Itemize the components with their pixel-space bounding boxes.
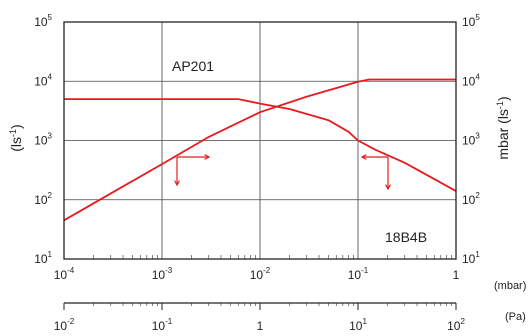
x-tick-label: 1 bbox=[453, 268, 460, 282]
right-y-axis-label: mbar (ls-1) bbox=[495, 96, 511, 159]
x-tick-label: 10-3 bbox=[152, 266, 173, 282]
arrow-left-icon bbox=[360, 154, 388, 160]
arrow-down-icon-head bbox=[174, 180, 180, 187]
y-tick-label-right: 104 bbox=[462, 72, 480, 88]
series-layer bbox=[63, 78, 457, 222]
x-unit-label: (mbar) bbox=[494, 280, 526, 292]
left-y-axis-label: (ls-1) bbox=[8, 124, 24, 151]
x-tick-label: 10-1 bbox=[348, 266, 369, 282]
annotation-ap201: AP201 bbox=[172, 58, 214, 74]
grid bbox=[64, 22, 456, 259]
y-tick-label-left: 102 bbox=[34, 191, 52, 207]
secondary-x-tick-label: 1 bbox=[257, 319, 264, 333]
y-tick-label-left: 104 bbox=[34, 72, 52, 88]
y-tick-label-left: 105 bbox=[34, 13, 52, 29]
y-tick-label-right: 102 bbox=[462, 191, 480, 207]
secondary-x-tick-labels: 10-2 10-1 1 101 102 bbox=[54, 317, 466, 333]
secondary-x-tick-label: 102 bbox=[447, 317, 465, 333]
x-tick-labels: 10-4 10-3 10-2 10-1 1 bbox=[54, 266, 460, 282]
y-tick-label-right: 101 bbox=[462, 250, 480, 266]
y-tick-label-left: 103 bbox=[34, 132, 52, 148]
series-line-0 bbox=[64, 98, 457, 192]
secondary-x-tick-label: 101 bbox=[349, 317, 367, 333]
arrow-down-icon bbox=[385, 157, 391, 191]
x-tick-label: 10-2 bbox=[250, 266, 271, 282]
series-line-1 bbox=[63, 78, 456, 222]
secondary-x-unit-label: (Pa) bbox=[505, 311, 526, 323]
y-tick-label-right: 103 bbox=[462, 132, 480, 148]
y-tick-labels-left: 101 102 103 104 105 bbox=[34, 13, 52, 266]
direction-arrows bbox=[174, 154, 391, 191]
secondary-x-tick-label: 10-2 bbox=[54, 317, 75, 333]
y-tick-labels-right: 101 102 103 104 105 bbox=[462, 13, 480, 266]
secondary-x-tick-label: 10-1 bbox=[152, 317, 173, 333]
minor-ticks bbox=[63, 255, 457, 310]
arrow-right-icon-head bbox=[204, 154, 211, 160]
plot-frame bbox=[63, 21, 457, 260]
arrow-right-icon bbox=[177, 154, 211, 160]
y-tick-label-right: 105 bbox=[462, 13, 480, 29]
y-tick-label-left: 101 bbox=[34, 250, 52, 266]
arrow-left-icon-head bbox=[360, 154, 367, 160]
arrow-down-icon-head bbox=[385, 184, 391, 191]
annotation-18b4b: 18B4B bbox=[385, 229, 427, 245]
arrow-down-icon bbox=[174, 157, 180, 187]
x-tick-label: 10-4 bbox=[54, 266, 75, 282]
